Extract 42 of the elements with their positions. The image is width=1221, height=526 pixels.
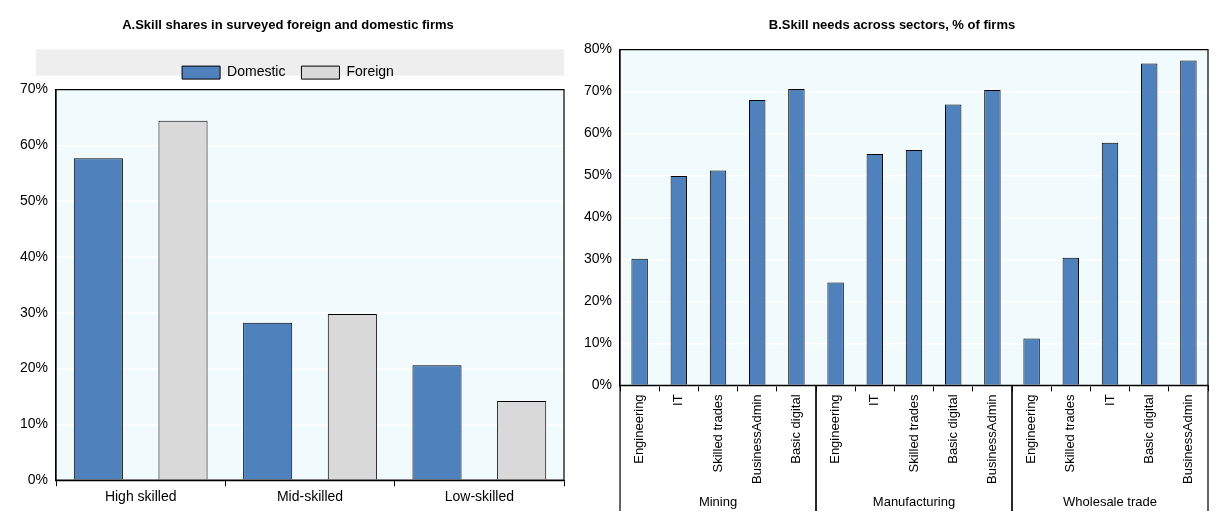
x-tick-label: Engineering (1023, 394, 1039, 464)
x-tick-label: BusinessAdmin (1179, 394, 1195, 485)
y-tick-label: 50% (583, 166, 613, 183)
y-tick-label: 30% (583, 250, 613, 267)
text: Manufacturing (872, 494, 956, 510)
y-tick-label: 70% (19, 80, 49, 97)
chart-title: A.Skill shares in surveyed foreign and domestic firms (122, 17, 454, 33)
x-tick-label: IT (670, 394, 686, 406)
y-tick-label: 30% (19, 303, 49, 320)
y-tick-label: 80% (583, 40, 613, 57)
y-tick-label: 60% (583, 124, 613, 141)
x-tick-label: IT (1101, 394, 1117, 406)
y-tick-label: 0% (591, 376, 613, 393)
y-tick-label: 60% (19, 136, 49, 153)
y-tick-label: 10% (19, 415, 49, 432)
x-tick-label: Engineering (631, 394, 647, 464)
x-tick-label: Low-skilled (444, 488, 514, 505)
x-tick-label: Basic digital (787, 394, 803, 464)
x-tick-label: Engineering (827, 394, 843, 464)
y-tick-label: 40% (583, 208, 613, 225)
x-tick-label: High skilled (104, 488, 177, 505)
x-tick-label: Skilled trades (709, 393, 725, 473)
text: Mining (698, 494, 738, 510)
x-tick-label: Mid-skilled (276, 488, 344, 505)
chart-title: B.Skill needs across sectors, % of firms (768, 17, 1016, 33)
legend-label: Foreign (346, 63, 394, 80)
y-tick-label: 0% (27, 471, 49, 488)
x-tick-label: Basic digital (944, 394, 960, 464)
legend-label: Domestic (227, 63, 286, 80)
y-tick-label: 40% (19, 247, 49, 264)
x-tick-label: Skilled trades (905, 393, 921, 473)
x-tick-label: Skilled trades (1062, 393, 1078, 473)
x-tick-label: IT (866, 394, 882, 406)
y-tick-label: 20% (583, 292, 613, 309)
y-tick-label: 10% (583, 334, 613, 351)
y-tick-label: 50% (19, 192, 49, 209)
x-tick-label: BusinessAdmin (748, 394, 764, 485)
y-tick-label: 70% (583, 82, 613, 99)
text: Wholesale trade (1063, 494, 1157, 510)
x-tick-label: Basic digital (1140, 394, 1156, 464)
y-tick-label: 20% (19, 359, 49, 376)
x-tick-label: BusinessAdmin (983, 394, 999, 485)
